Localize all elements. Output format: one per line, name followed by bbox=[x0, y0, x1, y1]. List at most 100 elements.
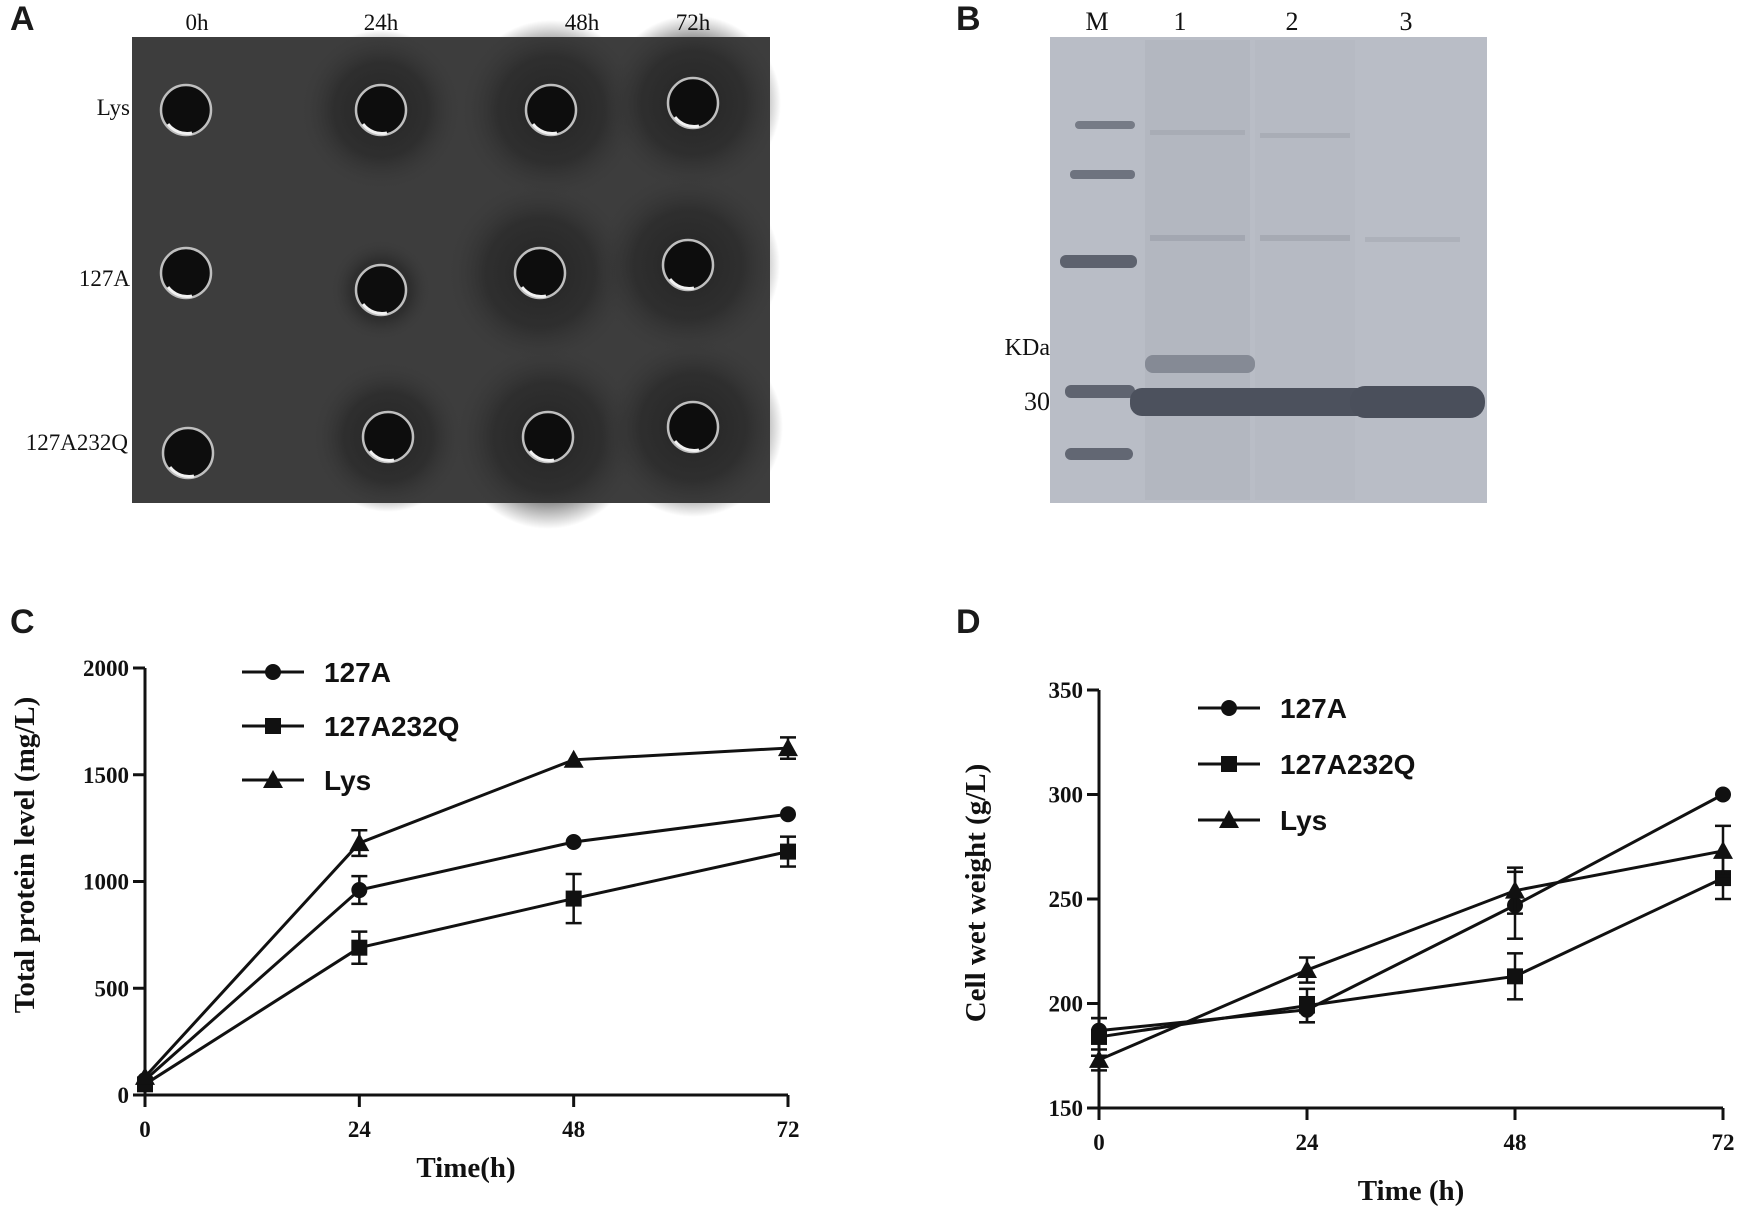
data-point bbox=[1505, 880, 1525, 899]
series-line bbox=[144, 850, 789, 1086]
time-label-48h: 48h bbox=[565, 10, 600, 35]
x-tick-label: 48 bbox=[1504, 1130, 1527, 1155]
series-lys bbox=[1089, 824, 1733, 1072]
marker-ladder bbox=[1060, 121, 1137, 460]
ladder-band bbox=[1065, 448, 1133, 460]
well-highlight bbox=[673, 440, 700, 452]
ladder-band bbox=[1060, 255, 1137, 268]
chart-d-xlabel: Time (h) bbox=[1358, 1175, 1465, 1207]
faint-band bbox=[1260, 235, 1350, 241]
chart-c-ylabel: Total protein level (mg/L) bbox=[9, 697, 41, 1014]
chart-d: 150 200 250 300 350 0 24 48 72 127A 127A232Q Lys bbox=[1049, 678, 1735, 1155]
data-point bbox=[1299, 997, 1315, 1014]
well bbox=[666, 76, 720, 130]
data-point bbox=[349, 833, 370, 852]
y-tick-label: 500 bbox=[95, 976, 130, 1001]
main-band-30kda bbox=[1130, 388, 1370, 416]
y-tick-label: 350 bbox=[1049, 678, 1084, 703]
well-highlight bbox=[361, 123, 388, 135]
gel-lane-2 bbox=[1255, 40, 1355, 500]
ladder-band bbox=[1065, 385, 1135, 398]
legend-marker bbox=[265, 718, 281, 734]
lane-label-m: M bbox=[1085, 7, 1108, 36]
series-line bbox=[143, 746, 789, 1078]
well bbox=[661, 238, 715, 292]
well-highlight bbox=[520, 286, 547, 298]
y-tick-label: 150 bbox=[1049, 1096, 1084, 1121]
well bbox=[354, 83, 408, 137]
panel-a: A 0h 24h 48h 72h Lys 127A 127A232Q bbox=[10, 0, 783, 529]
time-label-24h: 24h bbox=[364, 10, 399, 35]
legend-label: 127A bbox=[324, 657, 391, 688]
well-highlight bbox=[668, 278, 695, 290]
data-point bbox=[780, 843, 796, 860]
data-point bbox=[565, 890, 582, 907]
x-tick-label: 72 bbox=[1712, 1130, 1735, 1155]
legend-item-127a232q: 127A232Q bbox=[242, 711, 459, 742]
data-point bbox=[1715, 870, 1731, 887]
well-highlight bbox=[528, 450, 555, 462]
series-line bbox=[1098, 849, 1724, 1062]
main-band-lane-3 bbox=[1350, 386, 1485, 418]
x-tick-label: 24 bbox=[1296, 1130, 1320, 1155]
legend-label: 127A232Q bbox=[324, 711, 459, 742]
data-point bbox=[1089, 1049, 1109, 1068]
legend-label: Lys bbox=[324, 765, 371, 796]
data-point bbox=[778, 738, 798, 757]
well-highlight bbox=[361, 303, 388, 315]
legend-item-127a: 127A bbox=[242, 657, 391, 688]
panel-a-letter: A bbox=[10, 0, 35, 38]
data-point bbox=[1091, 1028, 1107, 1045]
legend-marker bbox=[1219, 810, 1239, 828]
panel-d-letter: D bbox=[956, 603, 981, 641]
upper-band-lane-1 bbox=[1145, 355, 1255, 373]
lane-label-3: 3 bbox=[1400, 7, 1413, 36]
series-127a bbox=[1091, 786, 1731, 1045]
well-highlight bbox=[673, 116, 700, 128]
row-label-127a232q: 127A232Q bbox=[26, 430, 129, 455]
sample-bands bbox=[1130, 130, 1485, 418]
data-point bbox=[1507, 968, 1523, 985]
well bbox=[159, 246, 213, 300]
row-label-127a: 127A bbox=[79, 266, 131, 291]
legend-marker bbox=[263, 770, 283, 788]
lane-label-1: 1 bbox=[1174, 7, 1187, 36]
y-tick-label: 250 bbox=[1049, 887, 1084, 912]
series-127a232q bbox=[137, 835, 796, 1093]
chart-c-xlabel: Time(h) bbox=[416, 1152, 515, 1184]
y-tick-label: 1500 bbox=[83, 763, 129, 788]
y-tick-label: 1000 bbox=[83, 870, 129, 895]
lane-label-2: 2 bbox=[1286, 7, 1299, 36]
time-label-72h: 72h bbox=[676, 10, 711, 35]
data-point bbox=[1713, 840, 1733, 859]
series-lys bbox=[135, 736, 798, 1085]
x-tick-label: 24 bbox=[348, 1117, 372, 1142]
faint-band bbox=[1260, 133, 1350, 138]
y-tick-label: 2000 bbox=[83, 656, 129, 681]
legend-marker bbox=[1221, 700, 1237, 716]
kda-unit-label: KDa bbox=[1005, 335, 1051, 361]
faint-band bbox=[1150, 235, 1245, 241]
series-line bbox=[1098, 876, 1724, 1039]
data-point bbox=[351, 882, 368, 899]
series-127a bbox=[137, 806, 796, 1089]
series-line bbox=[144, 812, 789, 1082]
legend-label: 127A232Q bbox=[1280, 749, 1415, 780]
chart-c: 0 500 1000 1500 2000 0 24 48 72 127A 127A232Q Lys bbox=[83, 656, 800, 1142]
legend-item-127a232q: 127A232Q bbox=[1198, 749, 1415, 780]
data-point bbox=[1297, 960, 1317, 979]
well-highlight bbox=[166, 286, 193, 298]
legend-marker bbox=[265, 664, 281, 680]
well bbox=[513, 246, 567, 300]
x-tick-label: 0 bbox=[1093, 1130, 1105, 1155]
well bbox=[524, 83, 578, 137]
plate-wells bbox=[158, 15, 783, 529]
legend-item-127a: 127A bbox=[1198, 693, 1347, 724]
legend-label: 127A bbox=[1280, 693, 1347, 724]
faint-band bbox=[1150, 130, 1245, 135]
well-highlight bbox=[368, 450, 395, 462]
gel-lane-1 bbox=[1145, 40, 1250, 500]
time-label-0h: 0h bbox=[186, 10, 210, 35]
series-127a232q bbox=[1091, 855, 1731, 1057]
series-line bbox=[1098, 793, 1724, 1033]
